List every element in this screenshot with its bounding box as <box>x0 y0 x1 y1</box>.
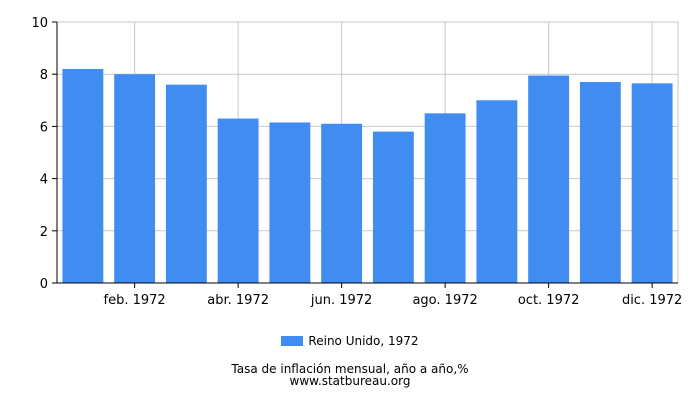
bar <box>424 113 466 283</box>
bars <box>62 68 673 284</box>
tick-labels: 0 2 4 6 8 10 feb. 1972 abr. 1972 jun. 1972 ago. 1… <box>31 16 682 308</box>
bar <box>372 131 414 283</box>
gridlines <box>57 21 679 283</box>
bar <box>114 74 156 283</box>
axes <box>52 21 678 288</box>
bar <box>62 68 104 283</box>
bar <box>476 100 518 283</box>
y-tick-label: 10 <box>31 16 48 31</box>
bar <box>165 84 207 283</box>
y-tick-label: 0 <box>40 277 48 292</box>
bar <box>321 123 363 283</box>
legend: Reino Unido, 1972 <box>0 333 700 349</box>
y-tick-label: 8 <box>40 68 48 83</box>
y-tick-label: 2 <box>40 225 48 240</box>
bar <box>217 118 259 283</box>
bar <box>528 75 570 283</box>
x-tick-label: jun. 1972 <box>310 293 372 308</box>
x-tick-label: abr. 1972 <box>207 293 269 308</box>
legend-label: Reino Unido, 1972 <box>308 334 419 348</box>
x-tick-label: ago. 1972 <box>412 293 477 308</box>
legend-swatch <box>281 336 304 346</box>
y-tick-label: 6 <box>40 120 48 135</box>
y-tick-label: 4 <box>40 173 48 188</box>
chart-title: Tasa de inflación mensual, año a año,% <box>231 362 469 376</box>
bar <box>631 83 673 284</box>
source-url: www.statbureau.org <box>289 374 411 388</box>
bar <box>269 122 311 283</box>
x-tick-label: dic. 1972 <box>622 293 682 308</box>
bar <box>579 82 621 283</box>
x-tick-label: oct. 1972 <box>518 293 580 308</box>
x-tick-label: feb. 1972 <box>104 293 166 308</box>
